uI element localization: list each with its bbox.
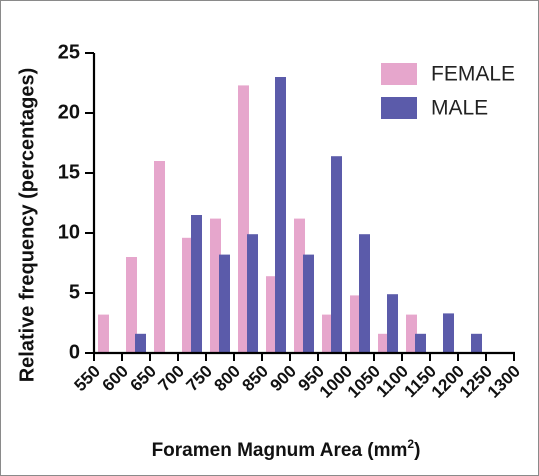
x-tick-label: 900 bbox=[267, 362, 300, 395]
y-tick-label: 25 bbox=[58, 41, 80, 63]
x-axis-title-close: ) bbox=[414, 440, 420, 461]
bar-female-900 bbox=[294, 218, 305, 353]
bar-male-700 bbox=[191, 215, 202, 353]
x-tick-label: 600 bbox=[99, 362, 132, 395]
bar-male-1000 bbox=[359, 234, 370, 353]
y-tick-label: 15 bbox=[58, 161, 80, 183]
bar-female-950 bbox=[322, 314, 333, 353]
legend-swatch-female bbox=[381, 63, 417, 85]
bar-male-1200 bbox=[471, 333, 482, 353]
bar-female-1100 bbox=[406, 314, 417, 353]
legend-label-male: MALE bbox=[431, 97, 488, 120]
x-axis-title-superscript: 2 bbox=[407, 437, 414, 451]
bar-female-1000 bbox=[350, 295, 361, 353]
x-axis-title-main: Foramen Magnum Area (mm bbox=[152, 440, 408, 461]
legend-label-female: FEMALE bbox=[431, 63, 515, 86]
bar-female-800 bbox=[238, 85, 249, 354]
y-tick-label: 5 bbox=[69, 281, 80, 303]
bar-female-600 bbox=[126, 257, 137, 353]
y-tick-label: 20 bbox=[58, 101, 80, 123]
x-tick-label: 800 bbox=[211, 362, 244, 395]
bar-female-1050 bbox=[378, 333, 389, 353]
bar-male-750 bbox=[219, 254, 230, 353]
x-tick-label: 650 bbox=[127, 362, 160, 395]
bar-male-1100 bbox=[415, 333, 426, 353]
bar-male-850 bbox=[275, 77, 286, 353]
bar-female-850 bbox=[266, 276, 277, 353]
bar-female-750 bbox=[210, 218, 221, 353]
legend: FEMALE MALE bbox=[381, 63, 515, 120]
x-tick-label: 550 bbox=[71, 362, 104, 395]
legend-swatch-male bbox=[381, 97, 417, 119]
y-axis-title: Relative frequency (percentages) bbox=[16, 68, 38, 383]
x-axis-title: Foramen Magnum Area (mm2) bbox=[152, 437, 421, 461]
y-axis-ticks: 0 5 10 15 20 25 bbox=[58, 41, 94, 363]
bar-male-950 bbox=[331, 156, 342, 353]
bar-male-600 bbox=[135, 333, 146, 353]
x-tick-label: 1300 bbox=[484, 362, 524, 402]
x-tick-label: 750 bbox=[183, 362, 216, 395]
bars bbox=[98, 77, 482, 354]
bar-male-1050 bbox=[387, 294, 398, 353]
bar-female-700 bbox=[182, 237, 193, 353]
x-tick-label: 700 bbox=[155, 362, 188, 395]
x-tick-label: 850 bbox=[239, 362, 272, 395]
bar-male-900 bbox=[303, 254, 314, 353]
y-tick-label: 0 bbox=[69, 341, 80, 363]
bar-male-800 bbox=[247, 234, 258, 353]
bar-male-1150 bbox=[443, 313, 454, 353]
x-axis-ticks: 5506006507007508008509009501000105011001… bbox=[71, 353, 524, 402]
bar-female-550 bbox=[98, 314, 109, 353]
y-tick-label: 10 bbox=[58, 221, 80, 243]
bar-female-650 bbox=[154, 161, 165, 353]
